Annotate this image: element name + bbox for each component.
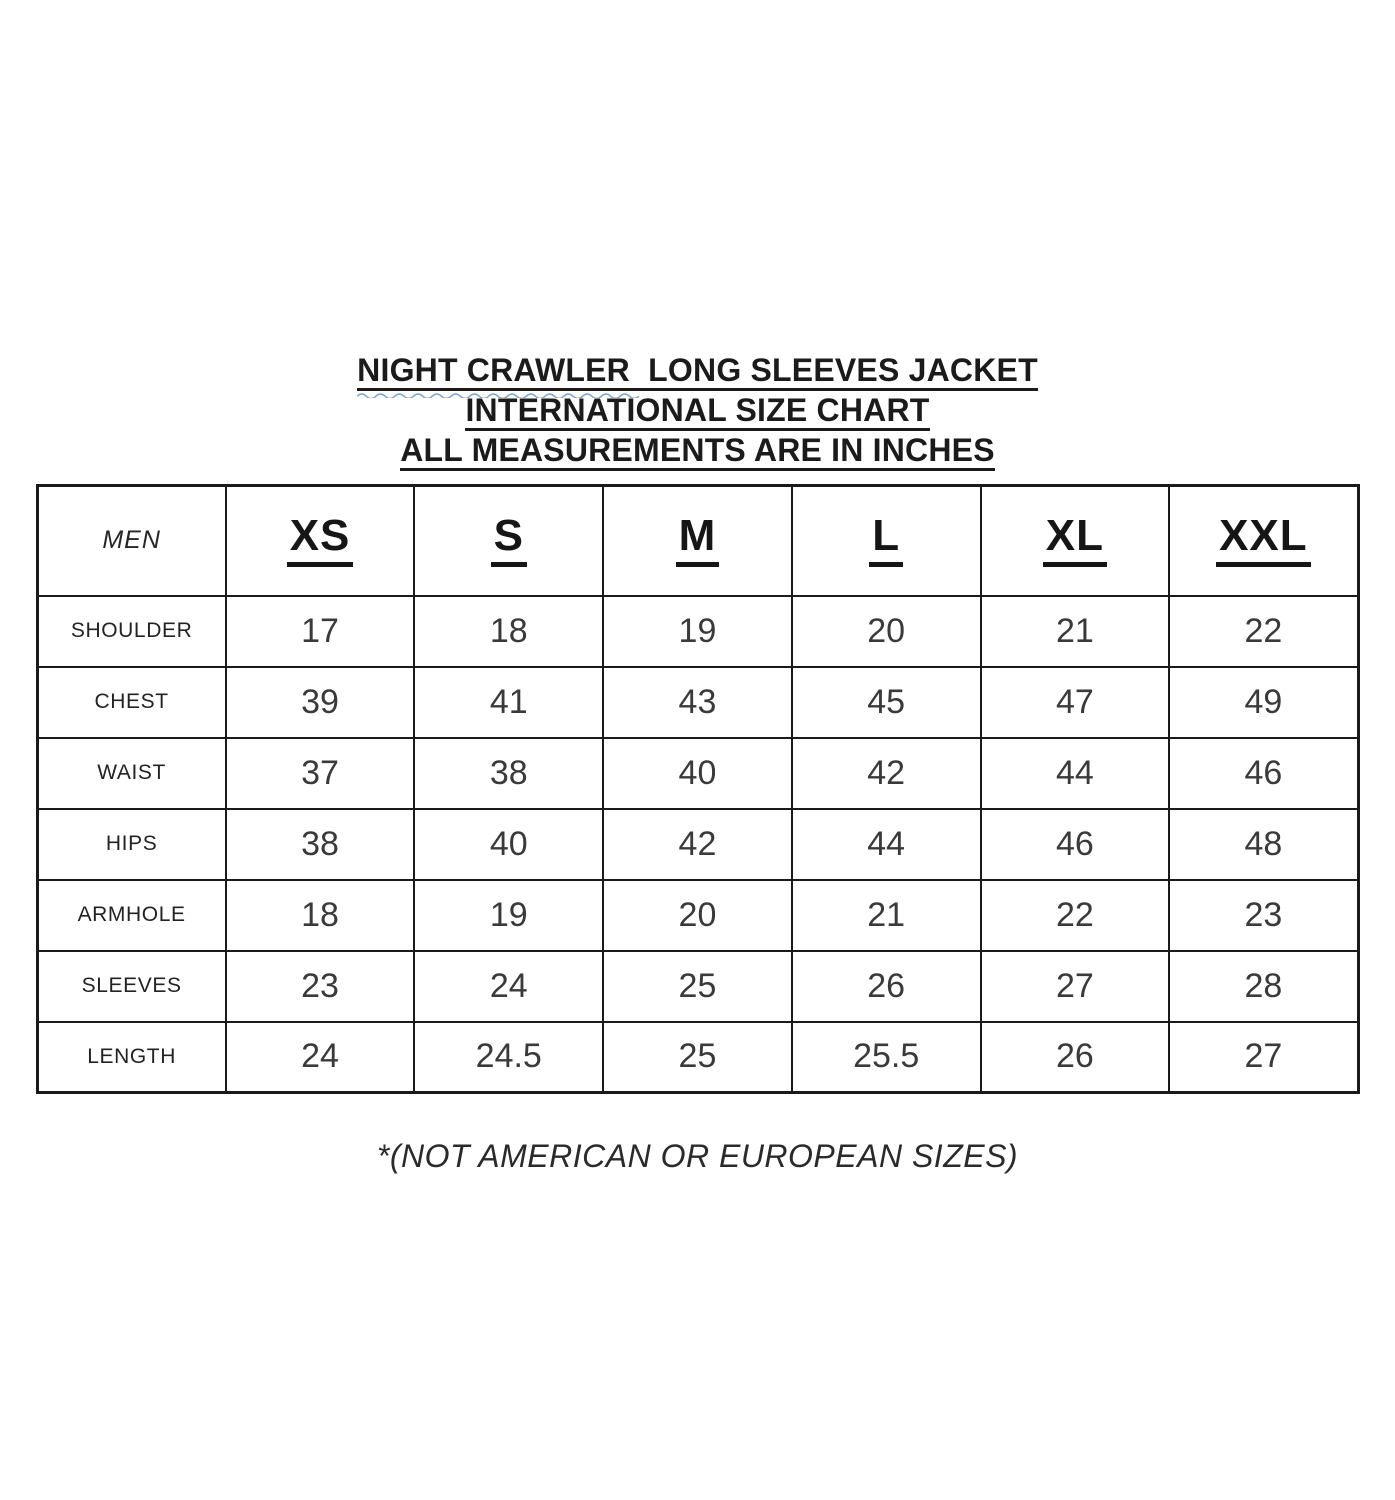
measurement-cell: 24.5 <box>413 1020 605 1094</box>
size-column-header-xl: XL <box>979 484 1171 597</box>
measurement-cell: 38 <box>224 807 416 881</box>
chart-title-line-2: INTERNATIONAL SIZE CHART <box>0 393 1395 433</box>
size-column-header-s: S <box>413 484 605 597</box>
measurement-cell: 23 <box>1168 878 1359 952</box>
measurement-cell: 26 <box>979 1020 1171 1094</box>
measurement-cell: 47 <box>979 665 1171 739</box>
measurement-cell: 28 <box>1168 949 1359 1023</box>
measurement-cell: 18 <box>224 878 416 952</box>
measurement-cell: 27 <box>979 949 1171 1023</box>
spellcheck-flagged-text: NIGHT CRAWLER <box>357 352 640 398</box>
title-block: NIGHT CRAWLER LONG SLEEVES JACKET INTERN… <box>0 353 1395 473</box>
table-header-row: MEN XS S M L XL XXL <box>36 484 1359 597</box>
measurement-cell: 24 <box>413 949 605 1023</box>
row-label-shoulder: SHOULDER <box>36 594 227 668</box>
size-column-header-xs: XS <box>224 484 416 597</box>
measurement-cell: 44 <box>790 807 982 881</box>
row-label-sleeves: SLEEVES <box>36 949 227 1023</box>
row-label-length: LENGTH <box>36 1020 227 1094</box>
table-row-sleeves: SLEEVES 23 24 25 26 27 28 <box>36 949 1359 1023</box>
measurement-cell: 44 <box>979 736 1171 810</box>
measurement-cell: 42 <box>790 736 982 810</box>
table-row-waist: WAIST 37 38 40 42 44 46 <box>36 736 1359 810</box>
measurement-cell: 17 <box>224 594 416 668</box>
measurement-cell: 46 <box>1168 736 1359 810</box>
measurement-cell: 25.5 <box>790 1020 982 1094</box>
size-column-header-xxl: XXL <box>1168 484 1359 597</box>
size-header-label: S <box>490 514 527 568</box>
measurement-cell: 38 <box>413 736 605 810</box>
sizes-disclaimer-note: *(NOT AMERICAN OR EUROPEAN SIZES) <box>376 1138 1019 1174</box>
measurement-cell: 49 <box>1168 665 1359 739</box>
measurement-cell: 42 <box>602 807 793 881</box>
measurement-cell: 37 <box>224 736 416 810</box>
title-flagged-segment: NIGHT CRAWLER <box>357 352 640 388</box>
size-column-header-l: L <box>790 484 982 597</box>
size-header-label: XL <box>1042 514 1107 568</box>
measurement-cell: 21 <box>790 878 982 952</box>
table-row-armhole: ARMHOLE 18 19 20 21 22 23 <box>36 878 1359 952</box>
table-row-shoulder: SHOULDER 17 18 19 20 21 22 <box>36 594 1359 668</box>
row-label-waist: WAIST <box>36 736 227 810</box>
measurement-cell: 18 <box>413 594 605 668</box>
size-header-label: XXL <box>1216 514 1311 568</box>
measurement-cell: 46 <box>979 807 1171 881</box>
measurement-cell: 21 <box>979 594 1171 668</box>
measurement-cell: 40 <box>602 736 793 810</box>
measurement-cell: 40 <box>413 807 605 881</box>
measurement-cell: 23 <box>224 949 416 1023</box>
measurement-cell: 25 <box>602 1020 793 1094</box>
table-row-length: LENGTH 24 24.5 25 25.5 26 27 <box>36 1020 1359 1094</box>
row-label-armhole: ARMHOLE <box>36 878 227 952</box>
chart-units-note-text: ALL MEASUREMENTS ARE IN INCHES <box>400 433 995 471</box>
corner-header-men: MEN <box>36 484 227 597</box>
size-chart-table: MEN XS S M L XL XXL SHOULDER 17 18 19 20… <box>35 484 1360 1094</box>
measurement-cell: 39 <box>224 665 416 739</box>
measurement-cell: 26 <box>790 949 982 1023</box>
measurement-cell: 43 <box>602 665 793 739</box>
table-row-hips: HIPS 38 40 42 44 46 48 <box>36 807 1359 881</box>
table-row-chest: CHEST 39 41 43 45 47 49 <box>36 665 1359 739</box>
measurement-cell: 45 <box>790 665 982 739</box>
size-header-label: M <box>675 514 720 568</box>
size-header-label: XS <box>286 514 354 568</box>
measurement-cell: 24 <box>224 1020 416 1094</box>
row-label-chest: CHEST <box>36 665 227 739</box>
row-label-hips: HIPS <box>36 807 227 881</box>
size-header-label: L <box>869 514 904 568</box>
size-column-header-m: M <box>602 484 793 597</box>
measurement-cell: 19 <box>602 594 793 668</box>
chart-subtitle-text: INTERNATIONAL SIZE CHART <box>465 393 930 431</box>
measurement-cell: 41 <box>413 665 605 739</box>
chart-title-line-1-text: NIGHT CRAWLER LONG SLEEVES JACKET <box>357 352 1038 398</box>
chart-title-line-3: ALL MEASUREMENTS ARE IN INCHES <box>0 433 1395 473</box>
measurement-cell: 48 <box>1168 807 1359 881</box>
chart-title-line-1: NIGHT CRAWLER LONG SLEEVES JACKET <box>0 352 1395 398</box>
measurement-cell: 27 <box>1168 1020 1359 1094</box>
measurement-cell: 25 <box>602 949 793 1023</box>
measurement-cell: 20 <box>602 878 793 952</box>
measurement-cell: 20 <box>790 594 982 668</box>
measurement-cell: 19 <box>413 878 605 952</box>
title-rest-segment: LONG SLEEVES JACKET <box>639 352 1038 388</box>
measurement-cell: 22 <box>979 878 1171 952</box>
measurement-cell: 22 <box>1168 594 1359 668</box>
